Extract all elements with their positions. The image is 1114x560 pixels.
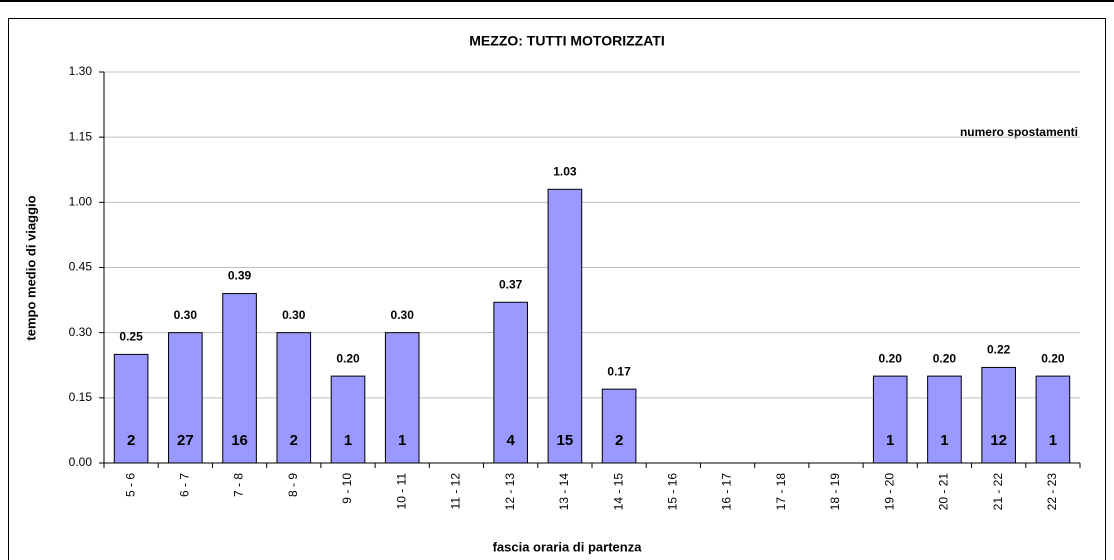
y-tick-label: 0.45 bbox=[69, 260, 93, 274]
x-tick-label: 5 - 6 bbox=[123, 473, 137, 497]
x-tick-label: 19 - 20 bbox=[882, 473, 896, 511]
x-tick-label: 18 - 19 bbox=[828, 473, 842, 511]
bar bbox=[222, 293, 257, 464]
y-axis-title: tempo medio di viaggio bbox=[23, 195, 38, 340]
count-label: 16 bbox=[231, 432, 248, 449]
bar bbox=[113, 353, 149, 464]
count-label: 27 bbox=[177, 432, 194, 449]
bar bbox=[547, 188, 583, 464]
bar bbox=[981, 366, 1016, 464]
count-label: 2 bbox=[290, 432, 298, 449]
bar bbox=[384, 332, 420, 464]
x-tick-label: 20 - 21 bbox=[937, 473, 951, 511]
bar bbox=[330, 375, 366, 464]
bar bbox=[601, 388, 637, 464]
y-tick-label: 1.15 bbox=[69, 129, 93, 143]
value-label: 0.37 bbox=[499, 277, 523, 291]
count-label: 1 bbox=[1049, 432, 1057, 449]
x-tick-label: 6 - 7 bbox=[178, 473, 192, 497]
x-axis-title: fascia oraria di partenza bbox=[493, 539, 643, 554]
count-label: 1 bbox=[398, 432, 406, 449]
x-tick-label: 15 - 16 bbox=[666, 473, 680, 511]
x-tick-label: 22 - 23 bbox=[1045, 473, 1059, 511]
count-label: 15 bbox=[557, 432, 574, 449]
chart-title: MEZZO: TUTTI MOTORIZZATI bbox=[469, 33, 664, 49]
value-label: 0.20 bbox=[336, 351, 360, 365]
bar bbox=[168, 332, 203, 464]
y-tick-label: 0.30 bbox=[69, 325, 93, 339]
value-label: 0.17 bbox=[607, 364, 631, 378]
x-tick-label: 16 - 17 bbox=[720, 473, 734, 511]
value-label: 0.39 bbox=[228, 269, 252, 283]
value-label: 0.30 bbox=[174, 308, 198, 322]
count-label: 2 bbox=[615, 432, 623, 449]
value-label: 0.22 bbox=[987, 343, 1011, 357]
bar bbox=[927, 375, 962, 464]
y-tick-label: 0.15 bbox=[69, 390, 93, 404]
x-tick-label: 7 - 8 bbox=[232, 473, 246, 497]
bar bbox=[1035, 375, 1071, 464]
count-label: 4 bbox=[506, 432, 515, 449]
value-label: 0.30 bbox=[391, 308, 415, 322]
x-tick-label: 17 - 18 bbox=[774, 473, 788, 511]
value-label: 0.20 bbox=[933, 351, 957, 365]
y-tick-label: 1.30 bbox=[69, 64, 93, 78]
count-label: 1 bbox=[344, 432, 352, 449]
x-tick-label: 12 - 13 bbox=[503, 473, 517, 511]
value-label: 0.20 bbox=[1041, 351, 1065, 365]
value-label: 0.25 bbox=[119, 330, 143, 344]
count-label: 1 bbox=[940, 432, 948, 449]
x-tick-label: 11 - 12 bbox=[449, 473, 463, 510]
x-tick-label: 14 - 15 bbox=[611, 473, 625, 511]
y-tick-label: 0.00 bbox=[69, 455, 93, 469]
count-label: 1 bbox=[886, 432, 894, 449]
count-label: 12 bbox=[990, 432, 1007, 449]
counts-legend: numero spostamenti bbox=[960, 125, 1078, 139]
value-label: 1.03 bbox=[553, 164, 577, 178]
x-tick-label: 8 - 9 bbox=[286, 473, 300, 497]
y-tick-label: 1.00 bbox=[69, 195, 93, 209]
bar bbox=[493, 301, 528, 464]
x-tick-label: 21 - 22 bbox=[991, 473, 1005, 511]
value-label: 0.30 bbox=[282, 308, 306, 322]
count-label: 2 bbox=[127, 432, 135, 449]
x-tick-label: 13 - 14 bbox=[557, 473, 571, 511]
x-tick-label: 10 - 11 bbox=[394, 473, 408, 510]
x-tick-label: 9 - 10 bbox=[340, 473, 354, 504]
bar bbox=[872, 375, 908, 464]
value-label: 0.20 bbox=[879, 351, 903, 365]
chart-frame bbox=[8, 18, 1106, 560]
bar bbox=[276, 332, 312, 464]
